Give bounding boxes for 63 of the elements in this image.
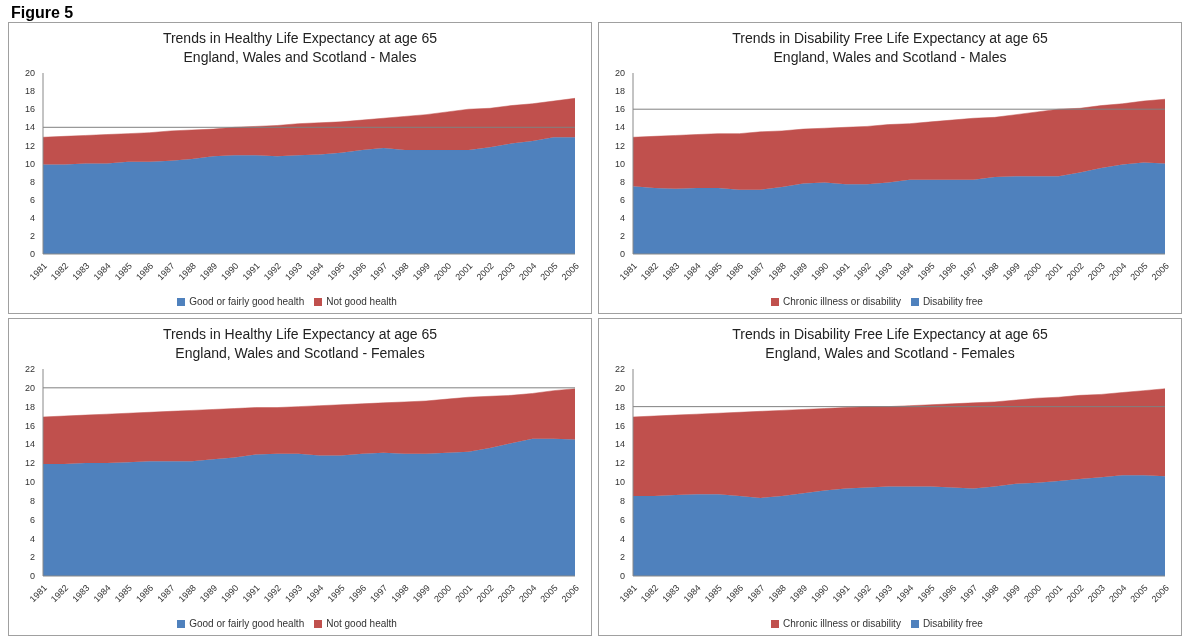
y-tick-label: 4 xyxy=(29,213,35,223)
y-tick-label: 0 xyxy=(619,249,625,260)
y-tick-label: 6 xyxy=(29,514,35,525)
y-tick-label: 14 xyxy=(614,439,625,450)
y-tick-label: 0 xyxy=(29,571,35,582)
chart-title: Trends in Healthy Life Expectancy at age 65 xyxy=(161,325,439,344)
y-tick-label: 20 xyxy=(24,68,35,79)
y-tick-label: 10 xyxy=(24,158,35,169)
y-tick-label: 16 xyxy=(24,104,35,115)
y-tick-label: 18 xyxy=(24,401,35,412)
y-tick-label: 16 xyxy=(614,420,625,431)
y-tick-label: 16 xyxy=(24,420,35,431)
y-tick-label: 14 xyxy=(24,439,35,450)
y-tick-label: 4 xyxy=(619,533,625,544)
y-tick-label: 8 xyxy=(619,495,625,506)
chart-subtitle: England, Wales and Scotland - Males xyxy=(772,48,1008,67)
chart-title: Trends in Disability Free Life Expectancy at age 65 xyxy=(731,325,1049,344)
y-tick-label: 6 xyxy=(619,514,625,525)
y-tick-label: 4 xyxy=(29,533,35,544)
y-tick-label: 10 xyxy=(614,158,625,169)
y-tick-label: 8 xyxy=(619,176,625,187)
legend-label: Disability free xyxy=(922,296,983,307)
y-tick-label: 0 xyxy=(619,571,625,582)
y-tick-label: 4 xyxy=(619,213,625,223)
chart-subtitle: England, Wales and Scotland - Females xyxy=(174,344,426,363)
y-tick-label: 22 xyxy=(24,364,35,375)
y-tick-label: 14 xyxy=(24,122,35,133)
legend-label: Chronic illness or disability xyxy=(783,618,901,629)
y-tick-label: 20 xyxy=(24,383,35,394)
legend-label: Not good health xyxy=(326,618,397,629)
y-tick-label: 12 xyxy=(614,458,625,469)
y-tick-label: 2 xyxy=(619,231,625,242)
y-tick-label: 20 xyxy=(614,383,625,394)
y-tick-label: 22 xyxy=(614,364,625,375)
chart-title: Trends in Healthy Life Expectancy at age 65 xyxy=(161,29,439,48)
y-tick-label: 10 xyxy=(614,477,625,488)
y-tick-label: 2 xyxy=(29,552,35,563)
legend-label: Disability free xyxy=(922,618,983,629)
y-tick-label: 18 xyxy=(614,401,625,412)
y-tick-label: 8 xyxy=(29,495,35,506)
y-tick-label: 14 xyxy=(614,122,625,133)
chart-subtitle: England, Wales and Scotland - Females xyxy=(764,344,1016,363)
y-tick-label: 6 xyxy=(29,194,35,205)
y-tick-label: 2 xyxy=(619,552,625,563)
y-tick-label: 20 xyxy=(614,68,625,79)
legend-label: Not good health xyxy=(326,296,397,307)
y-tick-label: 12 xyxy=(24,458,35,469)
y-tick-label: 18 xyxy=(24,86,35,97)
y-tick-label: 2 xyxy=(29,231,35,242)
y-tick-label: 10 xyxy=(24,477,35,488)
legend-label: Good or fairly good health xyxy=(189,296,305,307)
y-tick-label: 0 xyxy=(29,249,35,260)
y-tick-label: 12 xyxy=(24,140,35,151)
legend-label: Good or fairly good health xyxy=(189,618,305,629)
y-tick-label: 8 xyxy=(29,176,35,187)
y-tick-label: 18 xyxy=(614,86,625,97)
chart-title: Trends in Disability Free Life Expectancy at age 65 xyxy=(731,29,1049,48)
legend-label: Chronic illness or disability xyxy=(783,296,901,307)
chart-subtitle: England, Wales and Scotland - Males xyxy=(182,48,418,67)
y-tick-label: 16 xyxy=(614,104,625,115)
y-tick-label: 12 xyxy=(614,140,625,151)
caption: Figure 5 xyxy=(11,4,74,22)
y-tick-label: 6 xyxy=(619,194,625,205)
